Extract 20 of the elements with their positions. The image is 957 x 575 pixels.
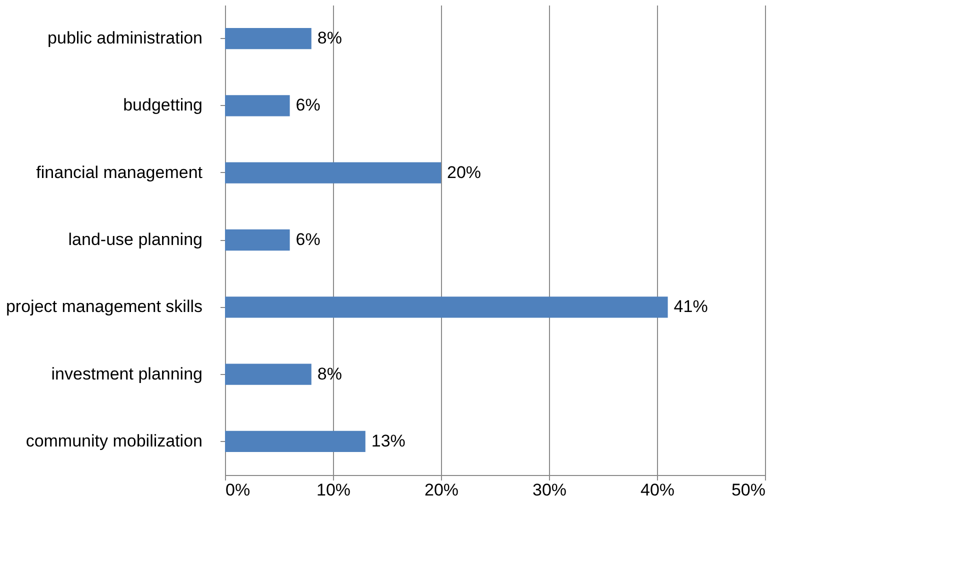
x-tick-label: 40% — [640, 480, 675, 500]
x-tick-label: 50% — [731, 480, 766, 500]
y-tick-label: budgetting — [123, 96, 202, 115]
data-label: 8% — [317, 28, 342, 48]
data-label: 6% — [296, 96, 320, 115]
x-tick-label: 0% — [226, 480, 250, 500]
y-tick-label: project management skills — [6, 297, 202, 316]
x-tick-label: 30% — [532, 480, 567, 500]
x-tick-label: 20% — [424, 480, 459, 500]
y-tick-label: investment planning — [51, 364, 202, 384]
y-tick-label: community mobilization — [26, 431, 202, 450]
data-label: 8% — [317, 364, 342, 384]
data-label: 6% — [296, 230, 320, 249]
y-tick-label: public administration — [48, 28, 202, 48]
y-tick-label: land-use planning — [68, 230, 202, 249]
data-label: 41% — [674, 297, 708, 316]
x-tick-label: 10% — [316, 480, 351, 500]
y-tick-label: financial management — [36, 162, 203, 182]
data-label: 13% — [371, 431, 406, 450]
data-label: 20% — [447, 162, 482, 182]
